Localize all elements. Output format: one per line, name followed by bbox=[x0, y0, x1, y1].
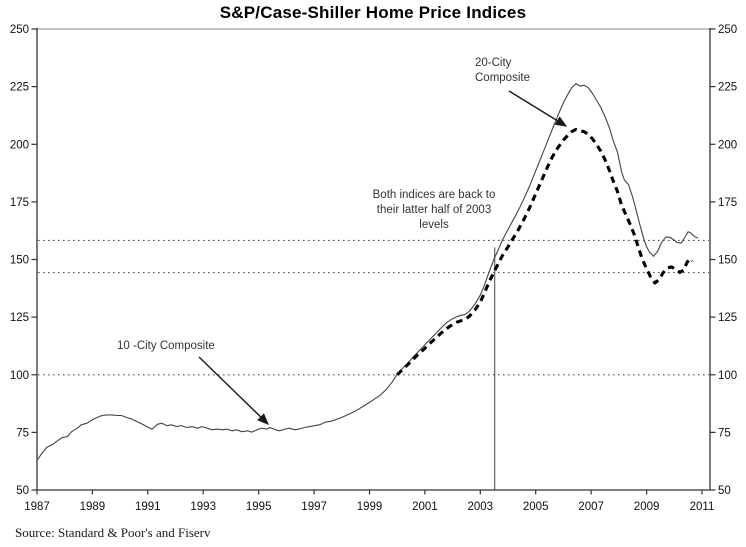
x-tick-label: 2005 bbox=[523, 501, 549, 513]
x-tick-label: 1993 bbox=[190, 501, 216, 513]
ten-city-composite-line bbox=[36, 83, 699, 461]
y-tick-label-left: 100 bbox=[10, 370, 29, 382]
y-tick-label-left: 75 bbox=[16, 427, 29, 439]
y-tick-label-left: 225 bbox=[10, 82, 29, 94]
x-tick-label: 1991 bbox=[135, 501, 161, 513]
annotation-arrow bbox=[508, 90, 568, 127]
x-tick-label: 1989 bbox=[80, 501, 106, 513]
y-tick-label-left: 50 bbox=[16, 485, 29, 497]
y-tick-label-right: 75 bbox=[718, 427, 731, 439]
annotation-10-city-composite: 10 -City Composite bbox=[117, 340, 215, 352]
x-tick-label: 1987 bbox=[24, 501, 50, 513]
twenty-city-composite-line bbox=[396, 127, 694, 376]
y-tick-label-right: 200 bbox=[718, 139, 737, 151]
x-tick-label: 2003 bbox=[468, 501, 494, 513]
y-tick-label-left: 150 bbox=[10, 255, 29, 267]
x-tick-label: 2009 bbox=[634, 501, 660, 513]
y-tick-label-right: 100 bbox=[718, 370, 737, 382]
y-tick-label-right: 125 bbox=[718, 312, 737, 324]
y-tick-label-right: 175 bbox=[718, 197, 737, 209]
x-tick-label: 1995 bbox=[246, 501, 272, 513]
y-tick-label-right: 150 bbox=[718, 255, 737, 267]
y-tick-label-left: 175 bbox=[10, 197, 29, 209]
source-note: Source: Standard & Poor's and Fiserv bbox=[15, 525, 211, 540]
x-tick-label: 2011 bbox=[690, 501, 715, 513]
annotation-both-indices: Both indices are back to their latter ha… bbox=[372, 189, 496, 231]
y-tick-label-right: 250 bbox=[718, 24, 737, 36]
annotation-arrow bbox=[198, 356, 270, 425]
x-tick-label: 2007 bbox=[578, 501, 604, 513]
x-tick-label: 1999 bbox=[357, 501, 383, 513]
y-tick-label-right: 50 bbox=[718, 485, 731, 497]
y-tick-label-left: 125 bbox=[10, 312, 29, 324]
annotation-20-city-composite: 20-City Composite bbox=[475, 57, 530, 84]
x-tick-label: 2001 bbox=[412, 501, 438, 513]
chart-title: S&P/Case-Shiller Home Price Indices bbox=[219, 3, 527, 22]
x-tick-label: 1997 bbox=[301, 501, 327, 513]
y-tick-label-right: 225 bbox=[718, 82, 737, 94]
y-tick-label-left: 250 bbox=[10, 24, 29, 36]
y-tick-label-left: 200 bbox=[10, 139, 29, 151]
